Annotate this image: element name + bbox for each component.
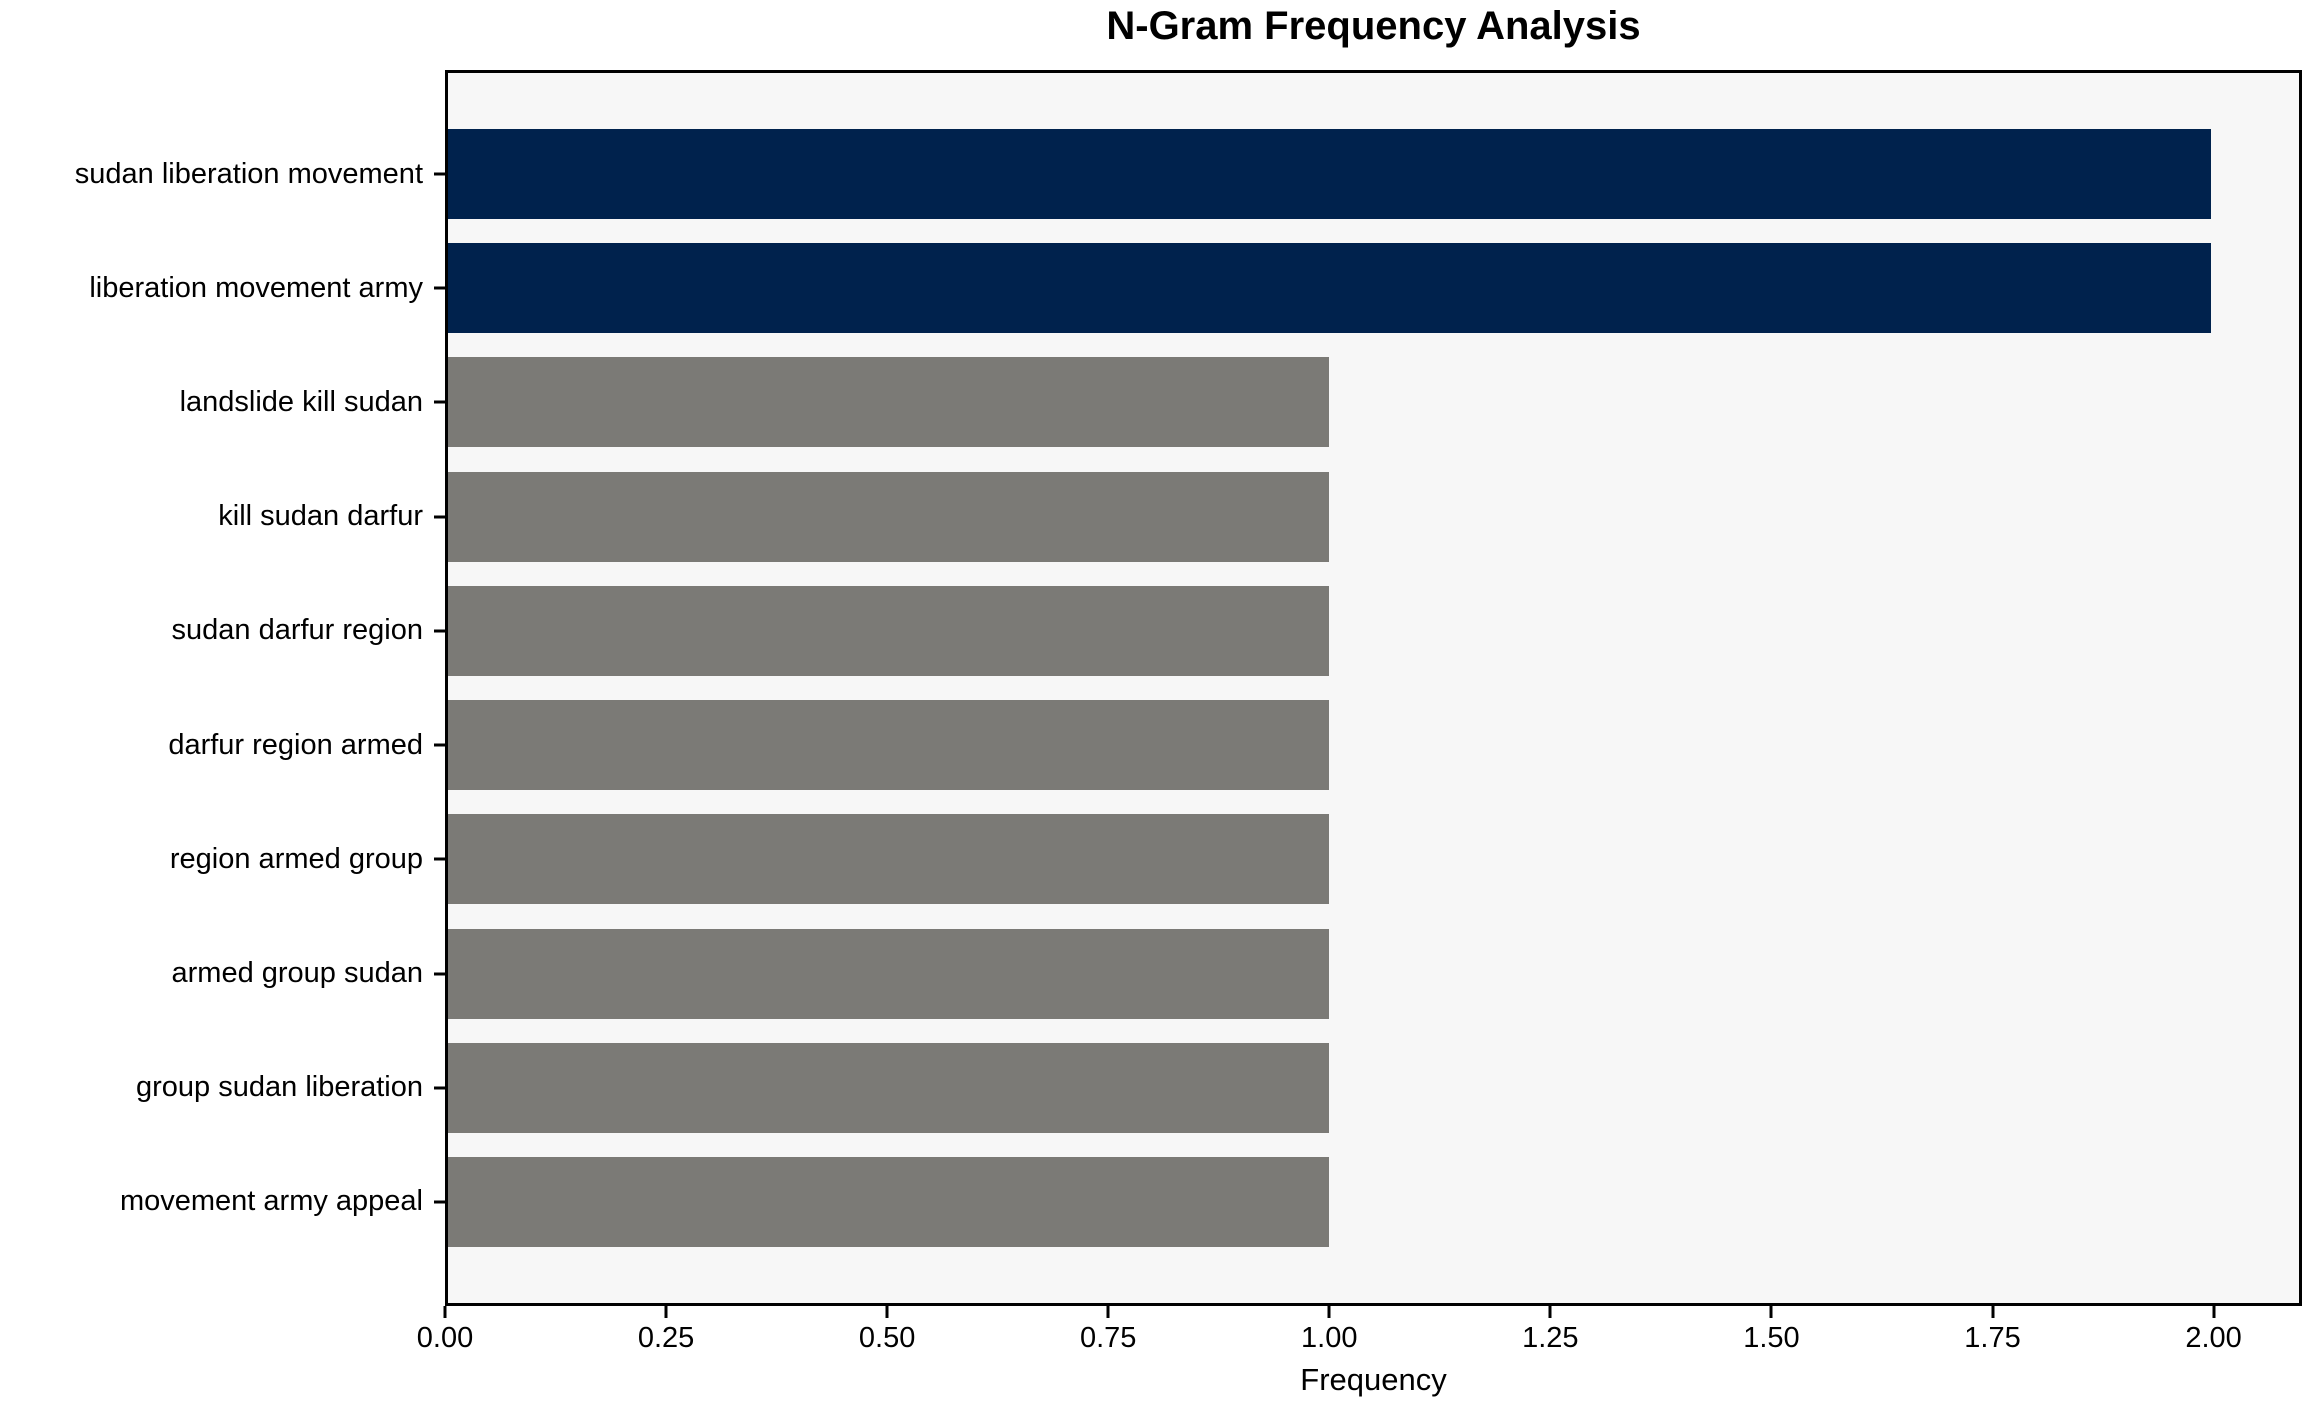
y-axis-row: liberation movement army — [0, 243, 445, 333]
bar-sudan-darfur-region — [448, 585, 1330, 676]
y-axis-row: sudan liberation movement — [0, 129, 445, 219]
x-tick-mark — [1548, 1306, 1552, 1318]
bar-row — [448, 814, 2299, 905]
bar-liberation-movement-army — [448, 243, 2211, 334]
y-axis-row: armed group sudan — [0, 929, 445, 1019]
y-tick-label: landslide kill sudan — [179, 385, 423, 418]
y-tick-label: region armed group — [169, 842, 423, 875]
x-tick-mark — [443, 1306, 447, 1318]
x-tick-label: 0.50 — [858, 1322, 916, 1354]
y-tick-label: movement army appeal — [119, 1185, 423, 1218]
x-tick-mark — [885, 1306, 889, 1318]
y-axis-row: group sudan liberation — [0, 1043, 445, 1133]
x-axis-title: Frequency — [1300, 1362, 1447, 1397]
bar-row — [448, 471, 2299, 562]
y-tick-mark — [434, 1200, 445, 1204]
y-tick-mark — [434, 286, 445, 290]
x-tick-label: 0.00 — [416, 1322, 474, 1354]
y-axis-row: movement army appeal — [0, 1157, 445, 1247]
y-axis: sudan liberation movement liberation move… — [0, 70, 445, 1306]
bar-group-sudan-liberation — [448, 1042, 1330, 1133]
bar-kill-sudan-darfur — [448, 471, 1330, 562]
bar-region-armed-group — [448, 814, 1330, 905]
y-axis-row: landslide kill sudan — [0, 357, 445, 447]
chart-title: N-Gram Frequency Analysis — [1106, 4, 1641, 48]
bar-row — [448, 1156, 2299, 1247]
y-tick-label: sudan darfur region — [171, 614, 424, 647]
x-tick-mark — [1327, 1306, 1331, 1318]
bar-landslide-kill-sudan — [448, 357, 1330, 448]
y-tick-mark — [434, 172, 445, 176]
bar-row — [448, 700, 2299, 791]
x-tick-label: 1.50 — [1743, 1322, 1800, 1354]
y-tick-label: sudan liberation movement — [74, 157, 423, 190]
y-axis-row: darfur region armed — [0, 700, 445, 790]
y-tick-label: armed group sudan — [171, 957, 424, 990]
bar-movement-army-appeal — [448, 1156, 1330, 1247]
y-axis-row: kill sudan darfur — [0, 472, 445, 562]
y-tick-label: group sudan liberation — [136, 1071, 423, 1104]
y-tick-mark — [434, 400, 445, 404]
bar-row — [448, 1042, 2299, 1133]
y-axis-row: region armed group — [0, 814, 445, 904]
y-tick-mark — [434, 629, 445, 633]
plot-area — [445, 70, 2302, 1306]
x-axis: 0.00 0.25 0.50 0.75 1.00 1.25 1.50 1.75 2.00 — [417, 1306, 2302, 1364]
y-tick-mark — [434, 1086, 445, 1090]
y-tick-mark — [434, 743, 445, 747]
x-tick-label: 1.00 — [1301, 1322, 1358, 1354]
bar-row — [448, 585, 2299, 676]
x-tick-mark — [664, 1306, 668, 1318]
bar-row — [448, 357, 2299, 448]
y-tick-mark — [434, 515, 445, 519]
bar-armed-group-sudan — [448, 928, 1330, 1019]
bar-darfur-region-armed — [448, 700, 1330, 791]
x-tick-label: 1.25 — [1522, 1322, 1579, 1354]
x-tick-mark — [1991, 1306, 1994, 1318]
y-tick-label: liberation movement army — [89, 271, 423, 304]
x-tick-label: 0.25 — [637, 1322, 695, 1354]
y-tick-label: darfur region armed — [168, 728, 423, 761]
x-tick-mark — [1106, 1306, 1110, 1318]
y-axis-row: sudan darfur region — [0, 586, 445, 676]
bar-row — [448, 243, 2299, 334]
y-tick-label: kill sudan darfur — [218, 500, 423, 533]
bar-row — [448, 129, 2299, 219]
x-tick-mark — [1769, 1306, 1773, 1318]
x-tick-label: 0.75 — [1079, 1322, 1137, 1354]
bar-sudan-liberation-movement — [448, 129, 2211, 219]
y-tick-mark — [434, 857, 445, 861]
x-tick-label: 2.00 — [2185, 1322, 2242, 1354]
bar-row — [448, 928, 2299, 1019]
x-tick-label: 1.75 — [1964, 1322, 2021, 1354]
x-tick-mark — [2212, 1306, 2216, 1318]
y-tick-mark — [434, 972, 445, 976]
